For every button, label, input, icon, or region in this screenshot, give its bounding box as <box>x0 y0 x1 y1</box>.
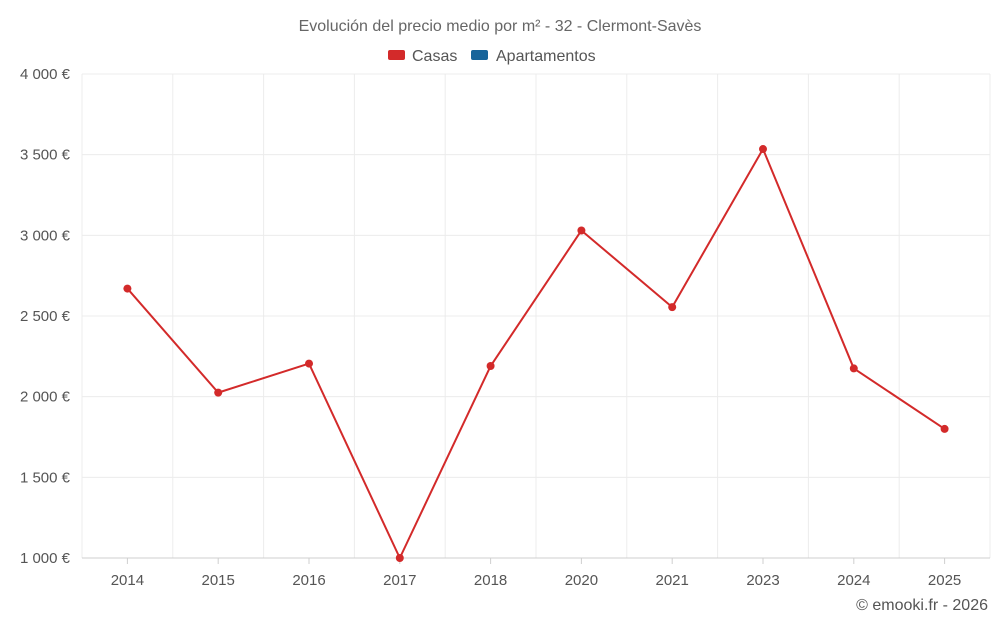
y-tick-label: 2 000 € <box>20 389 71 406</box>
y-tick-label: 1 500 € <box>20 469 71 486</box>
legend-item-apartamentos[interactable]: Apartamentos <box>471 48 596 65</box>
x-tick-label: 2023 <box>746 572 779 589</box>
x-tick-label: 2018 <box>474 572 507 589</box>
data-point-casas-2014[interactable] <box>123 284 132 293</box>
vertical-gridlines <box>81 74 991 558</box>
data-point-casas-2025[interactable] <box>940 424 949 433</box>
legend-label-apartamentos: Apartamentos <box>496 48 596 65</box>
data-point-casas-2016[interactable] <box>305 359 313 368</box>
y-tick-label: 3 500 € <box>20 147 71 164</box>
legend-label-casas: Casas <box>412 48 457 65</box>
y-tick-label: 1 000 € <box>20 550 71 567</box>
chart-title: Evolución del precio medio por m² - 32 -… <box>299 18 702 35</box>
y-tick-label: 3 000 € <box>20 227 71 244</box>
data-point-casas-2018[interactable] <box>486 362 495 371</box>
data-point-casas-2015[interactable] <box>214 388 223 397</box>
data-point-casas-2021[interactable] <box>668 303 677 312</box>
legend-swatch-casas <box>388 50 405 60</box>
legend: Casas Apartamentos <box>388 48 596 65</box>
x-axis-labels: 2014 2015 2016 2017 2018 2020 2021 2023 2024 2025 <box>111 558 961 589</box>
y-tick-label: 4 000 € <box>20 66 71 83</box>
x-tick-label: 2017 <box>383 572 416 589</box>
data-point-casas-2020[interactable] <box>577 226 586 235</box>
data-point-casas-2023[interactable] <box>759 145 767 154</box>
credit-text: © emooki.fr - 2026 <box>856 597 988 614</box>
y-axis-labels: 4 000 € 3 500 € 3 000 € 2 500 € 2 000 € 1 500… <box>20 66 71 567</box>
x-tick-label: 2014 <box>111 572 144 589</box>
y-tick-label: 2 500 € <box>20 308 71 325</box>
legend-item-casas[interactable]: Casas <box>388 48 457 65</box>
x-tick-label: 2021 <box>656 572 689 589</box>
data-point-casas-2017[interactable] <box>395 554 404 562</box>
series-line-casas <box>126 148 946 559</box>
x-tick-label: 2015 <box>202 572 235 589</box>
data-point-casas-2024[interactable] <box>849 364 858 373</box>
series-casas <box>123 145 949 562</box>
x-tick-label: 2020 <box>565 572 598 589</box>
x-tick-label: 2024 <box>837 572 870 589</box>
x-tick-label: 2016 <box>292 572 325 589</box>
legend-swatch-apartamentos <box>471 50 488 60</box>
x-tick-label: 2025 <box>928 572 961 589</box>
